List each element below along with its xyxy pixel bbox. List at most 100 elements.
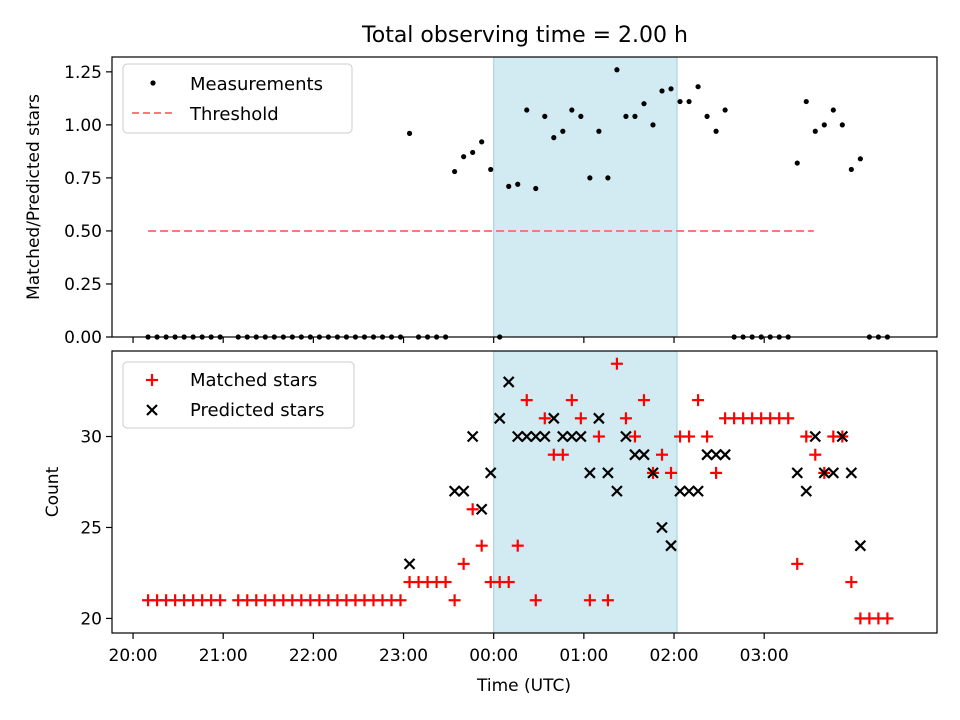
- predicted-star-point: [484, 467, 497, 479]
- measurement-point: [704, 113, 710, 119]
- predicted-star-point: [800, 485, 813, 497]
- measurement-point: [830, 107, 836, 113]
- legend-matched-marker: [146, 374, 158, 386]
- top-legend: Measurements Threshold: [122, 63, 353, 134]
- matched-star-point: [214, 594, 227, 607]
- predicted-star-point: [818, 467, 831, 479]
- legend-matched-label: Matched stars: [190, 370, 317, 391]
- x-tick-label: 03:00: [740, 646, 789, 666]
- predicted-star-point: [593, 412, 605, 425]
- matched-star-point: [637, 394, 650, 407]
- bottom-legend: Matched stars Predicted stars: [122, 361, 355, 429]
- matched-stars-series: [142, 357, 894, 625]
- top-y-ticks: 0.00 0.25 0.50 0.75 1.00 1.25: [64, 63, 112, 348]
- measurement-point: [461, 154, 467, 160]
- predicted-star-point: [529, 430, 542, 443]
- predicted-star-point: [854, 539, 867, 552]
- measurement-point: [614, 67, 620, 73]
- measurement-point: [677, 98, 683, 105]
- measurement-point: [488, 166, 494, 173]
- matched-star-point: [394, 594, 407, 607]
- y-tick-label: 25: [80, 518, 102, 538]
- predicted-star-point: [791, 467, 804, 479]
- predicted-star-point: [493, 412, 506, 425]
- measurement-point: [857, 156, 863, 162]
- bottom-panel: 20 25 30 20:00 21:00 22:00 23:00 00:00 01:00 02:…: [43, 350, 938, 696]
- legend-predicted-marker: [146, 404, 158, 416]
- measurement-point: [686, 98, 692, 105]
- predicted-star-point: [647, 467, 659, 479]
- matched-star-point: [592, 430, 605, 443]
- y-tick-label: 0.50: [64, 222, 102, 242]
- predicted-star-point: [638, 448, 650, 461]
- measurement-point: [542, 113, 548, 119]
- y-tick-label: 1.25: [64, 63, 102, 83]
- measurement-point: [659, 88, 665, 94]
- y-tick-label: 0.75: [64, 169, 102, 189]
- x-tick-label: 22:00: [289, 646, 338, 666]
- predicted-star-point: [809, 430, 822, 443]
- matched-star-point: [656, 448, 668, 461]
- y-tick-label: 20: [80, 609, 102, 629]
- x-tick-label: 23:00: [379, 646, 428, 666]
- bottom-y-ticks: 20 25 30: [80, 428, 112, 629]
- measurement-point: [668, 86, 674, 92]
- y-tick-label: 1.00: [64, 116, 102, 136]
- matched-star-point: [511, 539, 524, 552]
- matched-star-point: [583, 594, 596, 607]
- predicted-star-point: [683, 485, 695, 497]
- matched-star-point: [809, 448, 822, 461]
- measurement-point: [695, 84, 701, 90]
- matched-star-point: [466, 503, 479, 516]
- measurement-point: [587, 175, 593, 181]
- predicted-star-point: [548, 412, 560, 425]
- measurement-point: [479, 139, 485, 145]
- predicted-star-point: [836, 430, 849, 443]
- measurement-point: [839, 122, 845, 128]
- matched-star-point: [845, 576, 858, 589]
- measurement-point: [470, 149, 476, 156]
- matched-star-point: [683, 430, 696, 443]
- top-x-ticks: [132, 337, 765, 343]
- y-tick-label: 0.00: [64, 328, 102, 348]
- legend-threshold-label: Threshold: [189, 104, 279, 125]
- matched-star-point: [710, 466, 723, 479]
- predicted-star-point: [466, 430, 479, 443]
- predicted-star-point: [448, 485, 461, 497]
- matched-star-point: [610, 357, 623, 370]
- matched-star-point: [457, 557, 470, 570]
- predicted-star-point: [539, 430, 551, 443]
- matched-star-point: [529, 594, 542, 607]
- predicted-star-point: [584, 467, 596, 479]
- predicted-star-point: [457, 485, 470, 497]
- matched-star-point: [439, 576, 452, 589]
- top-legend-box: [122, 63, 353, 134]
- measurement-point: [632, 113, 638, 119]
- predicted-star-point: [656, 521, 668, 534]
- top-y-axis-label: Matched/Predicted stars: [24, 94, 44, 300]
- y-tick-label: 0.25: [64, 275, 102, 295]
- measurement-point: [605, 175, 611, 181]
- matched-star-point: [665, 466, 678, 479]
- measurement-point: [560, 128, 566, 134]
- predicted-star-point: [629, 448, 641, 461]
- measurement-point: [713, 128, 719, 134]
- matched-star-point: [475, 539, 488, 552]
- measurement-point: [848, 166, 854, 173]
- observing-interval-shade-top: [493, 56, 678, 338]
- predicted-star-point: [511, 430, 524, 443]
- bottom-x-ticks: 20:00 21:00 22:00 23:00 00:00 01:00 02:00 03:00: [109, 633, 789, 666]
- matched-star-point: [574, 412, 587, 425]
- matched-star-point: [791, 557, 804, 570]
- y-tick-label: 30: [80, 428, 102, 448]
- chart-title: Total observing time = 2.00 h: [361, 23, 688, 48]
- predicted-star-point: [575, 430, 587, 443]
- predicted-star-point: [502, 376, 515, 388]
- legend-predicted-label: Predicted stars: [190, 400, 324, 421]
- matched-star-point: [692, 394, 705, 407]
- predicted-star-point: [611, 485, 623, 497]
- measurement-point: [794, 160, 800, 166]
- observing-interval-shade-bottom: [493, 350, 678, 634]
- matched-star-point: [619, 412, 632, 425]
